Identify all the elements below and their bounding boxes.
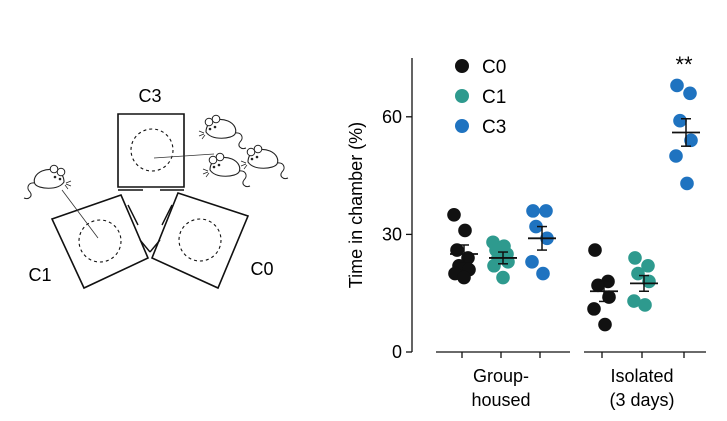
mouse-icon bbox=[240, 144, 289, 180]
mouse-icon bbox=[23, 164, 72, 200]
data-point bbox=[526, 204, 540, 218]
data-point bbox=[525, 255, 539, 269]
scatter-chart: 0 30 60 Time in chamber (%) Group-housed Isol… bbox=[346, 52, 706, 410]
data-point bbox=[669, 149, 683, 163]
mouse-icon bbox=[202, 152, 251, 188]
data-point bbox=[598, 317, 612, 332]
x-group-label: Isolated bbox=[610, 366, 673, 386]
significance-marker: ** bbox=[675, 52, 693, 77]
data-point bbox=[628, 251, 642, 265]
data-point bbox=[641, 258, 655, 273]
y-tick-label: 60 bbox=[382, 107, 402, 127]
data-point bbox=[670, 78, 684, 93]
data-point bbox=[496, 270, 510, 285]
y-tick-label: 30 bbox=[382, 224, 402, 244]
data-point bbox=[457, 270, 471, 285]
leader-lines bbox=[61, 153, 215, 239]
data-point bbox=[587, 302, 601, 316]
mouse-icon bbox=[198, 114, 247, 150]
data-point bbox=[602, 290, 616, 304]
y-axis-label: Time in chamber (%) bbox=[346, 122, 366, 288]
doorway-marks bbox=[118, 189, 184, 253]
data-point bbox=[447, 208, 461, 222]
chamber-label-c1: C1 bbox=[28, 265, 51, 285]
data-point bbox=[588, 243, 602, 257]
data-point bbox=[683, 86, 697, 101]
legend-marker bbox=[455, 59, 469, 73]
chamber-label-c0: C0 bbox=[250, 259, 273, 279]
data-point bbox=[631, 266, 645, 281]
data-point bbox=[680, 176, 694, 191]
data-point bbox=[487, 258, 501, 273]
data-point bbox=[539, 204, 553, 218]
cup-c3 bbox=[130, 128, 174, 172]
data-point bbox=[536, 266, 550, 281]
cup-c1 bbox=[78, 219, 122, 263]
legend-label: C3 bbox=[482, 117, 506, 138]
cup-c0 bbox=[178, 218, 222, 262]
y-tick-label: 0 bbox=[392, 342, 402, 362]
three-chamber-diagram: C3 C1 C0 bbox=[23, 86, 289, 290]
x-group-label: (3 days) bbox=[609, 390, 674, 410]
chamber-c0 bbox=[150, 192, 250, 290]
legend-label: C1 bbox=[482, 87, 506, 108]
legend-marker bbox=[455, 119, 469, 133]
data-point bbox=[642, 274, 656, 289]
chamber-label-c3: C3 bbox=[138, 86, 161, 106]
data-point bbox=[529, 219, 543, 234]
data-point bbox=[684, 133, 698, 148]
data-point bbox=[627, 294, 641, 308]
chamber-c1 bbox=[50, 193, 150, 290]
x-group-label: Group- bbox=[473, 366, 529, 386]
data-point bbox=[673, 113, 687, 128]
chamber-c3 bbox=[117, 113, 185, 188]
data-point bbox=[638, 298, 652, 312]
legend-marker bbox=[455, 89, 469, 103]
legend-label: C0 bbox=[482, 57, 506, 78]
data-point bbox=[458, 223, 472, 238]
data-point bbox=[591, 278, 605, 293]
x-group-label: housed bbox=[471, 390, 530, 410]
